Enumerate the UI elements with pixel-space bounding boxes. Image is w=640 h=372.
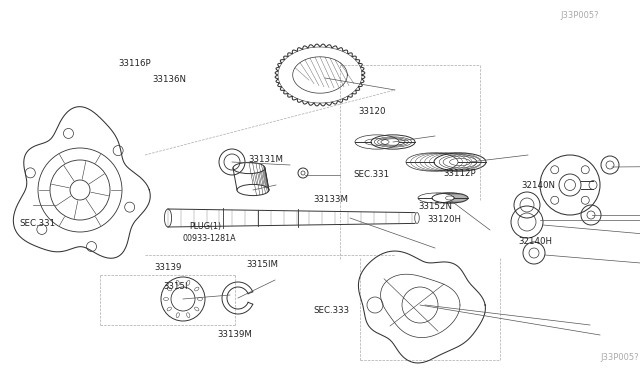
- Text: 33133M: 33133M: [314, 195, 349, 203]
- Text: 33152N: 33152N: [418, 202, 452, 211]
- Text: 3315I: 3315I: [163, 282, 188, 291]
- Text: 32140H: 32140H: [518, 237, 552, 246]
- Text: SEC.333: SEC.333: [314, 306, 349, 315]
- Text: 32140N: 32140N: [522, 182, 556, 190]
- Text: 33120: 33120: [358, 107, 386, 116]
- Text: 00933-1281A: 00933-1281A: [182, 234, 236, 243]
- Text: 33136N: 33136N: [152, 76, 186, 84]
- Text: J33P005?: J33P005?: [560, 11, 598, 20]
- Text: 33139M: 33139M: [218, 330, 252, 339]
- Text: 33112P: 33112P: [444, 169, 476, 178]
- Text: 33131M: 33131M: [248, 155, 284, 164]
- Text: 3315IM: 3315IM: [246, 260, 278, 269]
- Text: PLUG(1): PLUG(1): [189, 222, 221, 231]
- Text: 33116P: 33116P: [118, 59, 151, 68]
- Text: 33139: 33139: [155, 263, 182, 272]
- Text: SEC.331: SEC.331: [353, 170, 389, 179]
- Text: 33120H: 33120H: [428, 215, 461, 224]
- Text: SEC.331: SEC.331: [19, 219, 55, 228]
- Text: J33P005?: J33P005?: [600, 353, 639, 362]
